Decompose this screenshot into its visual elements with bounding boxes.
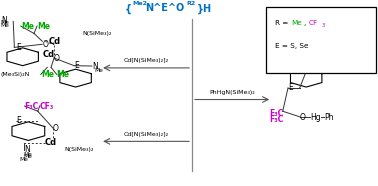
FancyBboxPatch shape — [266, 7, 376, 73]
Text: Me: Me — [0, 20, 9, 25]
Text: Me: Me — [41, 70, 54, 79]
Text: Me: Me — [314, 57, 322, 62]
Text: 3: 3 — [322, 23, 325, 28]
Text: F₃C: F₃C — [269, 109, 284, 118]
Text: N: N — [24, 145, 29, 154]
Text: Me: Me — [37, 22, 50, 31]
Text: F₃C: F₃C — [269, 115, 284, 124]
Text: Me: Me — [0, 23, 9, 28]
Text: Cd[N(SiMe₃)₂]₂: Cd[N(SiMe₃)₂]₂ — [124, 58, 169, 63]
Text: Me: Me — [94, 68, 103, 73]
Text: O: O — [42, 40, 48, 49]
Text: Me: Me — [291, 20, 302, 26]
Text: Me: Me — [314, 54, 322, 59]
Text: E: E — [74, 61, 79, 70]
Text: CF₃: CF₃ — [40, 102, 54, 110]
Text: N(SiMe₃)₂: N(SiMe₃)₂ — [82, 31, 112, 36]
Text: Me: Me — [57, 70, 70, 79]
Text: Cd[N(SiMe₃)₂]₂: Cd[N(SiMe₃)₂]₂ — [124, 132, 169, 137]
Text: N: N — [2, 16, 7, 25]
Text: Cd: Cd — [45, 138, 57, 147]
Text: Me: Me — [19, 157, 28, 161]
Text: E: E — [16, 116, 21, 125]
Text: O: O — [53, 124, 59, 133]
Text: E = S, Se: E = S, Se — [275, 43, 309, 49]
Text: Cd: Cd — [43, 50, 55, 59]
Text: N(SiMe₃)₂: N(SiMe₃)₂ — [64, 147, 94, 152]
Text: R2: R2 — [186, 1, 195, 6]
Text: Me: Me — [24, 152, 33, 157]
Text: }H: }H — [197, 3, 212, 14]
Text: Cd: Cd — [48, 37, 60, 46]
Text: (Me₃Si)₂N: (Me₃Si)₂N — [0, 72, 30, 77]
Text: N: N — [310, 57, 316, 66]
Text: Hg: Hg — [310, 113, 321, 122]
Text: N: N — [92, 62, 98, 70]
Text: Me: Me — [24, 154, 33, 159]
Text: Me2: Me2 — [132, 1, 147, 6]
Text: {: { — [125, 3, 132, 14]
Text: CF: CF — [308, 20, 318, 26]
Text: O: O — [54, 54, 60, 62]
Text: E: E — [288, 83, 293, 92]
Text: O: O — [300, 113, 306, 122]
Text: R =: R = — [275, 20, 291, 26]
Text: N^E^O: N^E^O — [146, 3, 185, 13]
Text: PhHgN(SiMe₃)₂: PhHgN(SiMe₃)₂ — [209, 90, 255, 95]
Text: E: E — [16, 43, 21, 52]
Text: ,: , — [304, 20, 306, 26]
Text: F₃C: F₃C — [25, 102, 39, 110]
Text: Me: Me — [21, 22, 34, 31]
Text: Ph: Ph — [324, 113, 334, 122]
